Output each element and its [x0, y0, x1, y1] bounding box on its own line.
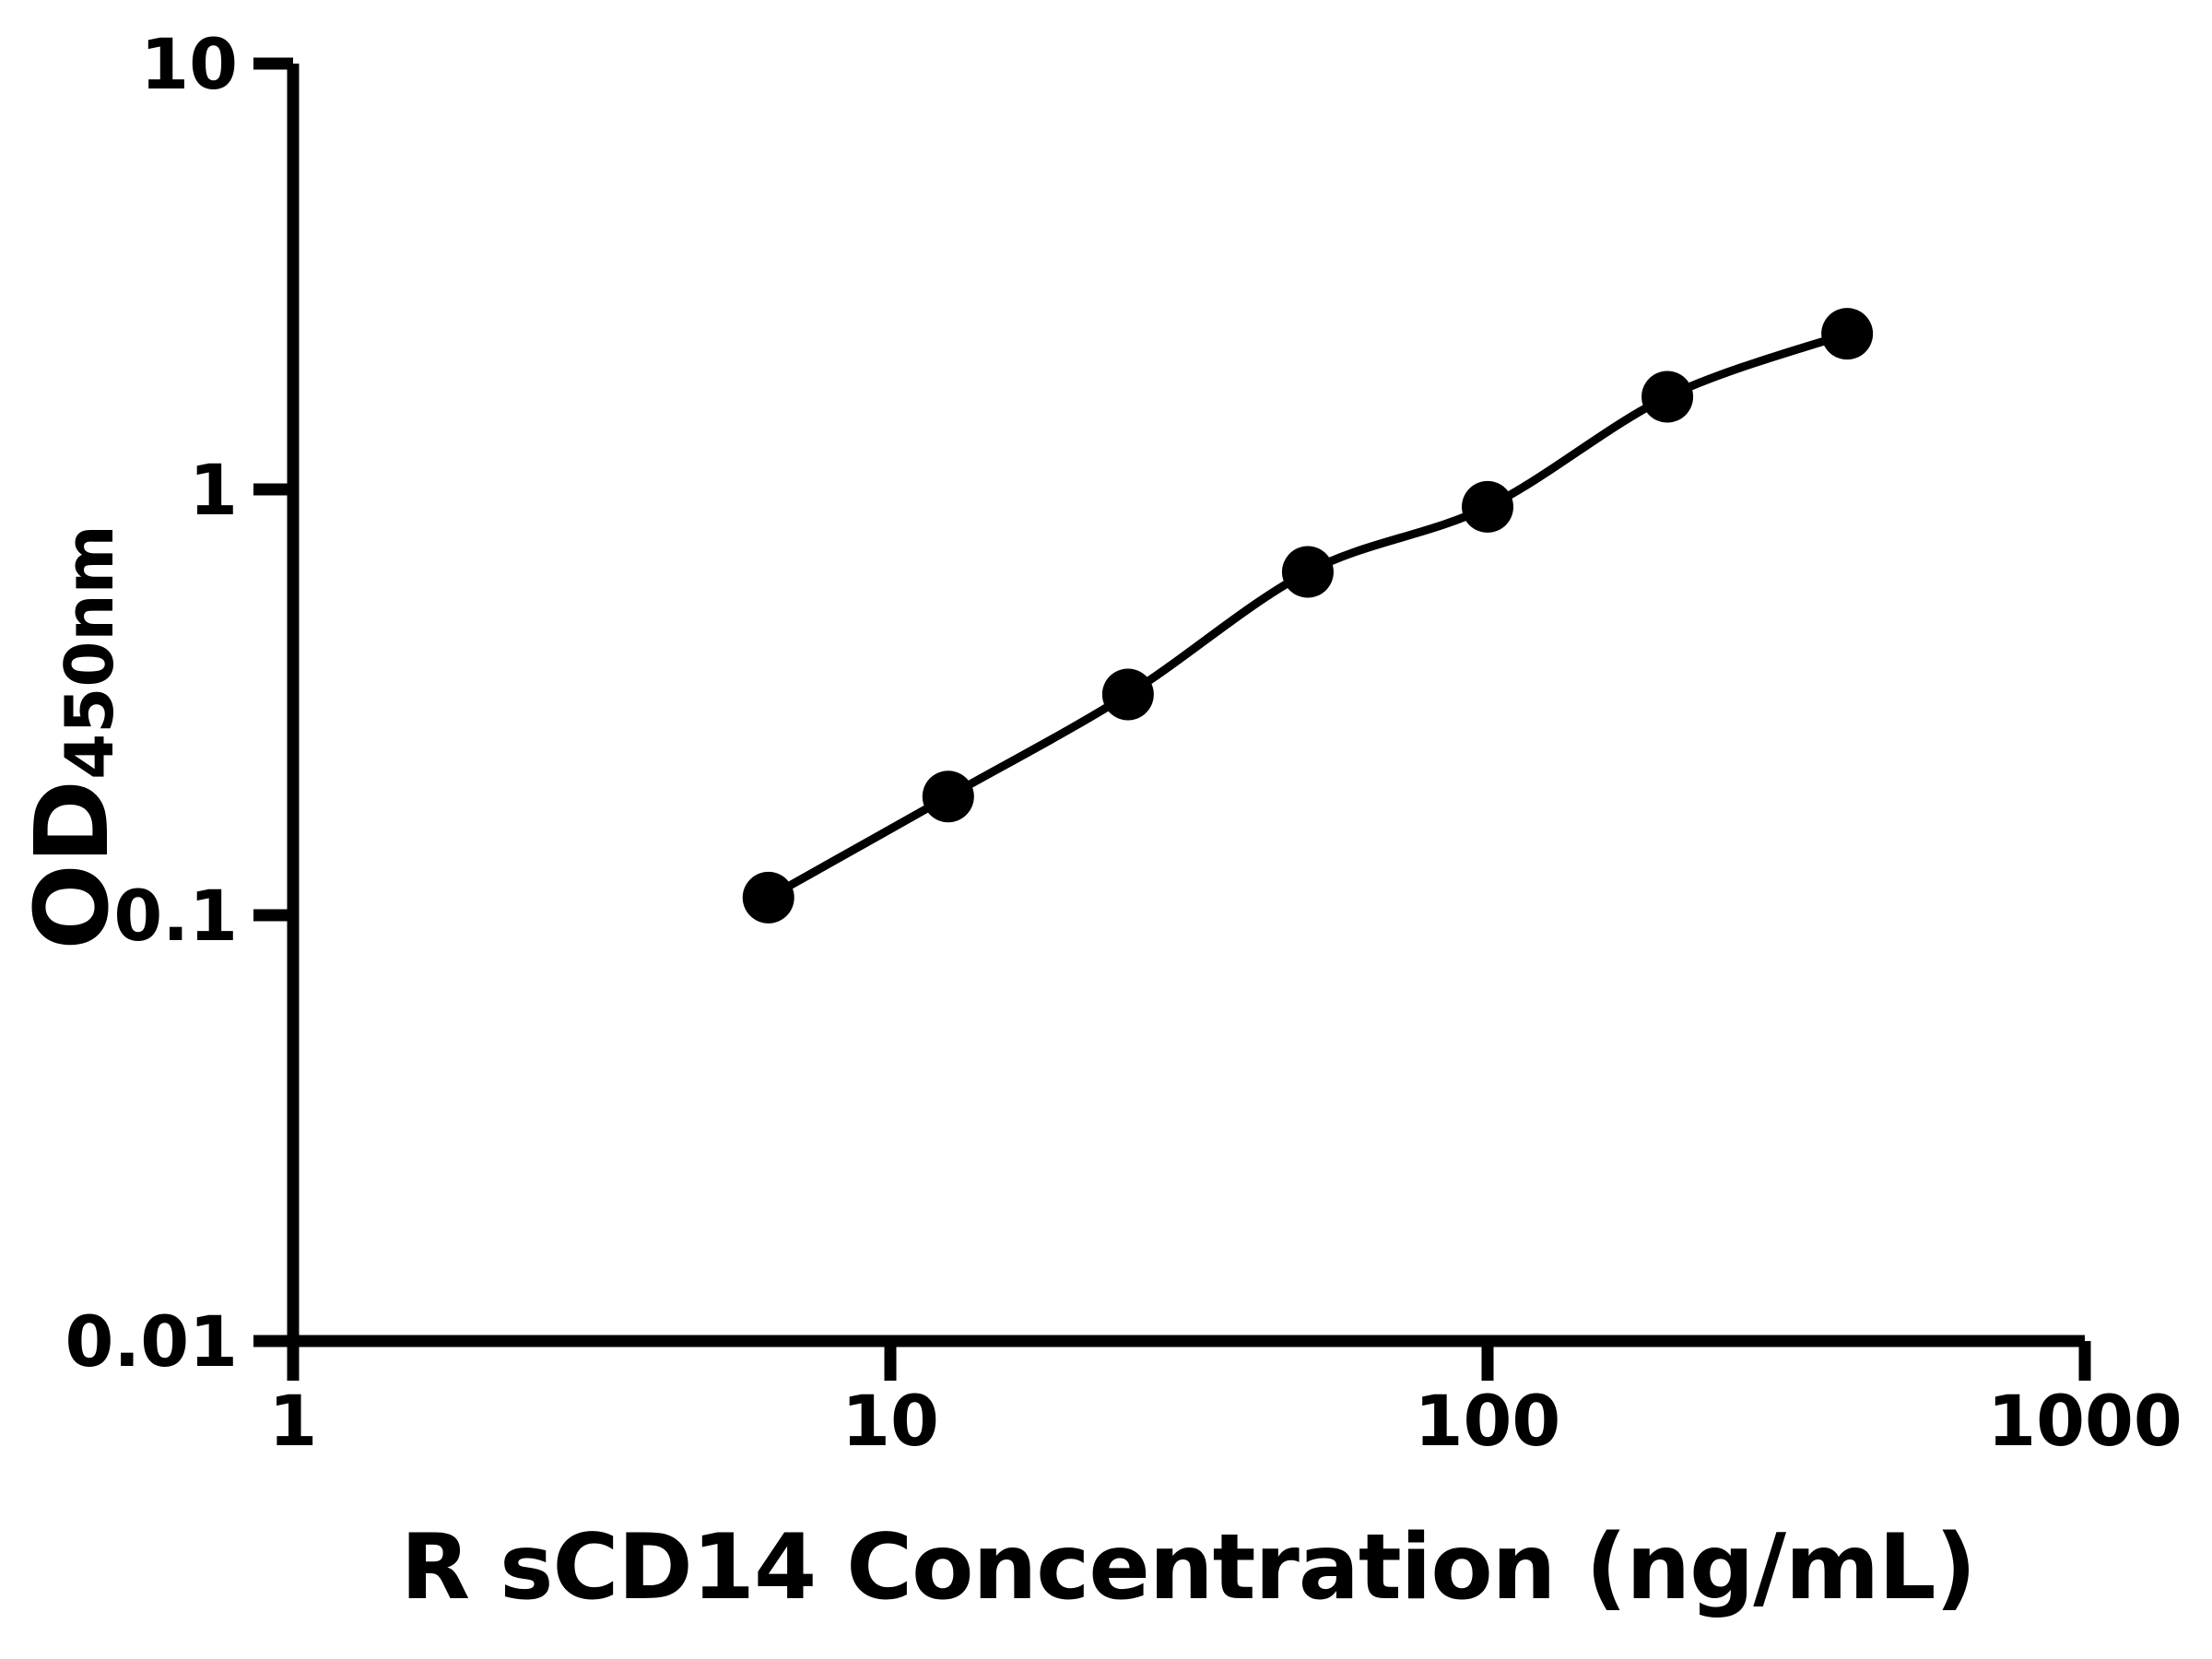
x-tick-label: 100	[1415, 1380, 1561, 1462]
x-tick-label: 1	[269, 1380, 318, 1462]
x-tick-label: 10	[841, 1380, 939, 1462]
x-axis-label: R sCD14 Concentration (ng/mL)	[400, 1515, 1977, 1620]
y-tick-label: 10	[140, 23, 238, 105]
y-axis-label-main: OD	[13, 779, 131, 950]
data-point	[922, 771, 974, 823]
data-point	[1101, 668, 1154, 721]
data-point	[1462, 480, 1513, 533]
data-point	[1821, 308, 1874, 360]
y-axis-label-subscript: 450nm	[51, 524, 128, 780]
data-point	[1641, 371, 1694, 423]
x-tick-label: 1000	[1987, 1380, 2183, 1462]
y-tick-label: 1	[189, 449, 238, 531]
y-tick-label: 0.1	[113, 875, 238, 957]
data-point	[742, 871, 794, 924]
data-point	[1281, 546, 1334, 598]
y-tick-label: 0.01	[65, 1300, 238, 1382]
y-axis-label-rotor: OD450nm	[13, 524, 131, 949]
